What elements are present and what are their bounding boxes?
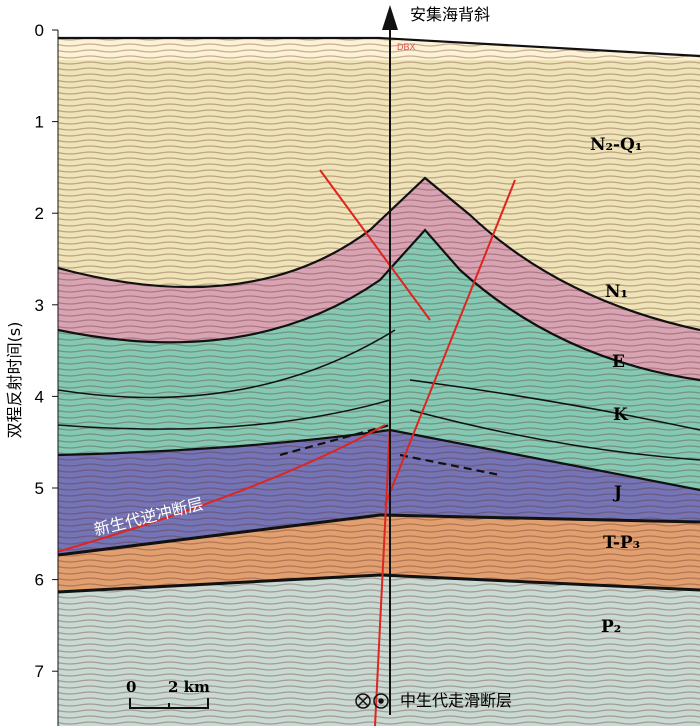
well-label: DBX: [397, 42, 416, 52]
y-tick-label: 4: [35, 387, 44, 406]
layer-label: E: [612, 352, 625, 372]
y-axis-label: 双程反射时间(s): [5, 322, 24, 439]
title: 安集海背斜: [410, 5, 490, 24]
scale-end: 2 km: [168, 678, 210, 696]
layer-label: T-P₃: [603, 533, 640, 553]
layer-label: J: [612, 483, 622, 503]
scale-start: 0: [126, 678, 136, 696]
layer-label: P₂: [601, 617, 621, 637]
y-tick-label: 0: [35, 21, 44, 40]
layer-label: N₂-Q₁: [590, 135, 642, 155]
strike-slip-fault-label: 中生代走滑断层: [400, 691, 512, 710]
y-tick-label: 3: [35, 296, 44, 315]
y-tick-label: 7: [35, 662, 44, 681]
section: [58, 30, 700, 726]
y-tick-label: 5: [35, 479, 44, 498]
layer-label: N₁: [605, 282, 628, 302]
fault-symbol: [355, 693, 389, 709]
y-tick-label: 1: [35, 113, 44, 132]
y-tick-label: 6: [35, 571, 44, 590]
scale-bar: 0 2 km: [126, 678, 210, 709]
y-tick-label: 2: [35, 204, 44, 223]
layer-label: K: [613, 405, 629, 425]
